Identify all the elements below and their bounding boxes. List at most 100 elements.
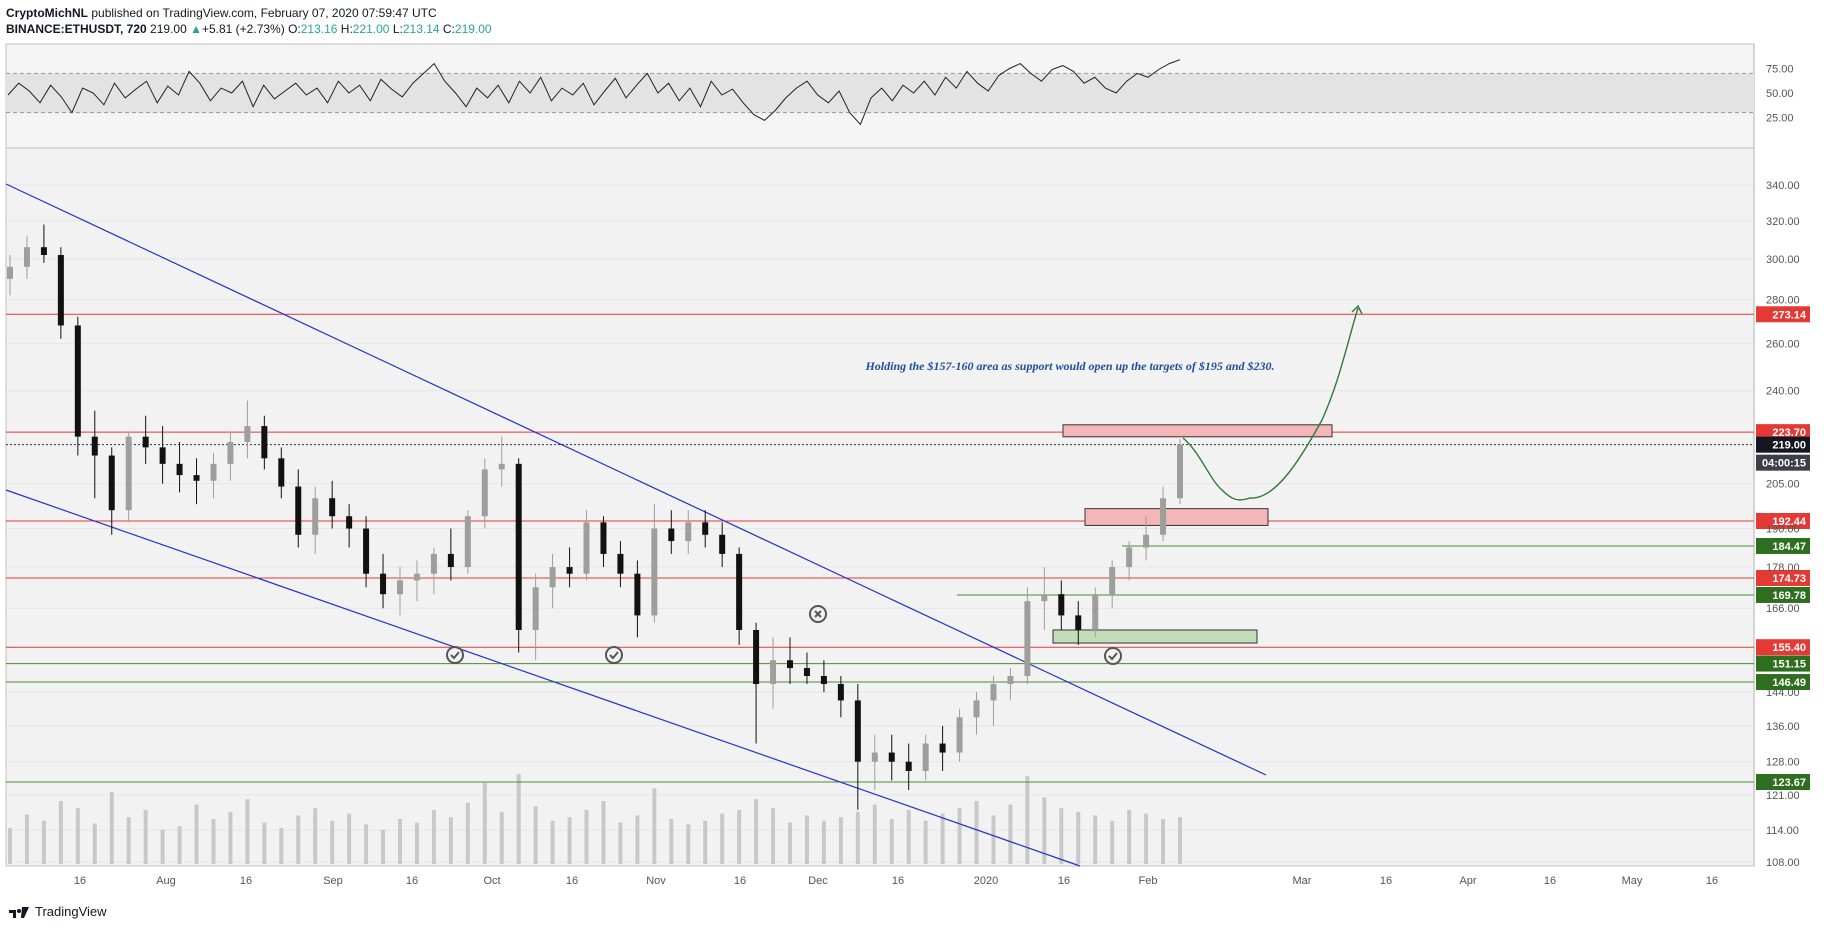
last-price: 219.00 [150,22,187,36]
volume-bar [177,826,182,864]
time-tick-label: Oct [483,875,500,887]
volume-bar [194,804,199,864]
volume-bar [1076,811,1081,864]
candle-body [770,660,777,685]
candle-body [1143,534,1150,548]
time-tick-label: 16 [1706,875,1718,887]
volume-bar [330,820,335,864]
candle-body [329,498,336,517]
candle-body [820,675,827,685]
volume-bar [923,820,928,864]
volume-bar [669,819,674,864]
price-tick-label: 240.00 [1766,386,1800,398]
candle-body [312,498,319,535]
volume-bar [1008,804,1013,864]
volume-bar [889,819,894,864]
price-tick-label: 108.00 [1766,857,1800,869]
candle-body [702,522,709,535]
candle-body [787,660,793,669]
candle-body [142,436,149,448]
time-tick-label: 16 [892,875,904,887]
candles [7,224,1183,810]
candle-body [1041,594,1048,602]
close-label: C: [442,22,455,36]
volume-bar [788,822,792,864]
markers [446,605,1122,665]
candle-body [176,463,183,476]
volume-bar [821,820,826,864]
volume-bar [126,817,131,864]
volume-bar [364,824,369,864]
volume-bar [872,804,877,864]
x-circle-icon [809,605,827,623]
candle-body [939,743,946,753]
time-tick-label: 16 [1380,875,1392,887]
candle-body [854,700,861,762]
candle-body [380,573,387,595]
volume-bar [635,815,640,864]
annotation-text: Holding the $157-160 area as support wou… [864,359,1274,373]
price-tick-label: 340.00 [1766,180,1800,192]
rsi-indicator: 75.00 50.00 25.00 [6,59,1794,126]
candle-body [261,426,268,459]
volume-bar [414,822,419,864]
footer-brand[interactable]: TradingView [8,904,107,919]
candle-body [583,522,590,574]
time-tick-label: Sep [323,875,343,887]
price-label-box [1756,424,1810,441]
candle-body [159,447,166,464]
candle-body [1075,615,1082,630]
price-label-box [1756,569,1810,586]
candle-body [227,441,234,464]
candle-body [532,587,539,630]
volume-bar [1093,815,1098,864]
volume-bar [279,828,284,864]
candle-body [23,247,30,267]
candle-body [1058,594,1065,616]
volume-bar [567,817,572,864]
zones [1052,424,1333,644]
candle-body [397,580,403,595]
brand-name: TradingView [35,904,107,919]
volume-bar [245,799,250,864]
volume-bar [313,808,318,864]
candle-body [1126,547,1133,568]
volume-bar [431,810,436,864]
volume-bar [381,829,386,864]
volume-bar [24,814,29,864]
lower-trendline [5,489,1081,867]
price-label-box [1756,639,1810,656]
price-label: 146.49 [1772,677,1806,689]
candle-body [1109,567,1116,595]
price-tick-label: 128.00 [1766,757,1800,769]
volume-bar [720,813,725,864]
author-name[interactable]: CryptoMichNL [6,6,88,20]
rsi-tick-label: 50.00 [1766,88,1794,100]
volume-bar [1110,820,1115,864]
volume-bar [109,792,114,864]
volume-bar [584,810,589,864]
price-tick-label: 205.00 [1766,479,1800,491]
candle-body [1092,594,1099,630]
candle-body [803,668,810,676]
candle-body [91,436,98,456]
price-label-box [1756,537,1810,554]
volume-bar [160,829,165,864]
price-tick-label: 144.00 [1766,687,1800,699]
resistance-zone [1084,508,1269,526]
main-pane [5,147,1755,867]
candle-body [617,553,624,574]
published-text: published on TradingView.com, February 0… [91,6,437,20]
candle-body [753,629,760,685]
volume-bar [465,802,470,864]
time-tick-label: 16 [240,875,252,887]
volume-bar [940,813,945,864]
volume-bar [533,806,538,864]
resistance-zone [1062,424,1333,438]
low-value: 213.14 [402,22,440,36]
price-label-box [1756,655,1810,672]
price-label: 174.73 [1772,573,1806,585]
candle-body [1177,444,1183,499]
